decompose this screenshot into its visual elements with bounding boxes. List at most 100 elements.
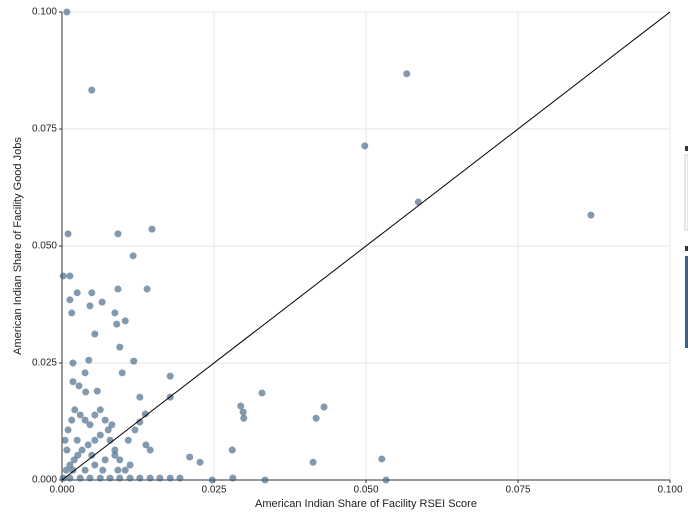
point xyxy=(69,359,77,367)
points xyxy=(59,8,595,484)
point xyxy=(66,474,74,482)
point xyxy=(73,436,81,444)
point xyxy=(111,446,119,454)
point xyxy=(116,456,124,464)
point xyxy=(64,426,72,434)
point xyxy=(86,421,94,429)
point xyxy=(587,211,595,219)
point xyxy=(66,461,74,469)
point xyxy=(382,476,390,484)
point xyxy=(85,356,93,364)
point xyxy=(111,309,119,317)
point xyxy=(146,474,154,482)
point xyxy=(66,272,74,280)
point xyxy=(414,198,422,206)
point xyxy=(116,474,124,482)
point xyxy=(136,393,144,401)
point xyxy=(361,142,369,150)
point xyxy=(126,474,134,482)
point xyxy=(84,441,92,449)
point xyxy=(239,408,247,416)
point xyxy=(126,461,134,469)
point xyxy=(96,406,104,414)
point xyxy=(76,411,84,419)
x-tick-label: 0.000 xyxy=(49,485,74,496)
point xyxy=(114,466,122,474)
point xyxy=(229,474,237,482)
point xyxy=(121,317,129,325)
point xyxy=(82,388,90,396)
point xyxy=(76,474,84,482)
point xyxy=(86,474,94,482)
x-axis-title: American Indian Share of Facility RSEI S… xyxy=(255,498,477,510)
point xyxy=(88,289,96,297)
point xyxy=(312,414,320,422)
point xyxy=(62,466,70,474)
point xyxy=(96,431,104,439)
point xyxy=(68,416,76,424)
point xyxy=(64,230,72,238)
point xyxy=(86,302,94,310)
point xyxy=(240,414,248,422)
point xyxy=(113,320,121,328)
point xyxy=(108,421,116,429)
point xyxy=(74,451,82,459)
legend-key xyxy=(685,146,688,151)
point xyxy=(131,426,139,434)
point xyxy=(146,446,154,454)
point xyxy=(114,285,122,293)
point xyxy=(91,330,99,338)
point xyxy=(91,436,99,444)
point xyxy=(143,285,151,293)
point xyxy=(320,403,328,411)
point xyxy=(156,474,164,482)
point xyxy=(73,289,81,297)
point xyxy=(118,369,126,377)
point xyxy=(111,451,119,459)
y-tick-label: 0.075 xyxy=(32,124,57,135)
x-tick-label: 0.025 xyxy=(201,485,226,496)
point xyxy=(116,343,124,351)
y-axis-title: American Indian Share of Facility Good J… xyxy=(12,137,24,355)
point xyxy=(261,476,269,484)
point xyxy=(176,474,184,482)
x-tick-label: 0.050 xyxy=(353,485,378,496)
point xyxy=(130,357,138,365)
point xyxy=(88,451,96,459)
point xyxy=(59,272,67,280)
point xyxy=(61,436,69,444)
point xyxy=(91,411,99,419)
point xyxy=(59,474,67,482)
point xyxy=(114,230,122,238)
point xyxy=(63,446,71,454)
point xyxy=(99,466,107,474)
point xyxy=(69,466,77,474)
point xyxy=(258,389,266,397)
legend-fragment xyxy=(684,146,688,348)
point xyxy=(403,70,411,78)
point xyxy=(69,378,77,386)
reference-line xyxy=(61,11,671,481)
point xyxy=(166,372,174,380)
point xyxy=(208,476,216,484)
point xyxy=(66,296,74,304)
point xyxy=(142,441,150,449)
point xyxy=(141,410,149,418)
point xyxy=(129,252,137,260)
y-tick-label: 0.000 xyxy=(32,475,57,486)
point xyxy=(121,466,129,474)
legend-colorbar xyxy=(685,256,688,348)
point xyxy=(91,461,99,469)
point xyxy=(101,456,109,464)
point xyxy=(104,426,112,434)
point xyxy=(378,455,386,463)
point xyxy=(96,474,104,482)
point xyxy=(63,8,71,16)
point xyxy=(75,382,83,390)
point xyxy=(186,453,194,461)
point xyxy=(81,369,89,377)
point xyxy=(196,458,204,466)
x-tick-label: 0.075 xyxy=(505,485,530,496)
point xyxy=(71,406,79,414)
